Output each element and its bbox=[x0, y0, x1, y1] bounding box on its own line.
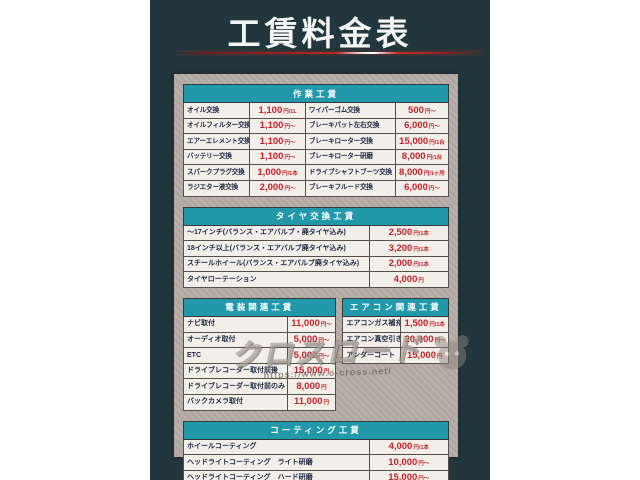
title-divider-line bbox=[177, 52, 483, 54]
tire-fee-table-title: タイヤ交換工賃 bbox=[183, 206, 449, 226]
service-name: ETC bbox=[183, 347, 288, 364]
coating-fee-table: コーティング工賃 ホイールコーティング 4,000円/1本 ヘッドライトコーティング… bbox=[183, 420, 449, 480]
price-row: エアコン真空引き 20,000円～ bbox=[342, 331, 449, 349]
service-name: エアコンガス補充 bbox=[342, 315, 402, 333]
service-price: 1,100円/1L bbox=[249, 102, 306, 119]
price-row: ETC 5,000円～ bbox=[183, 347, 337, 364]
service-name: ドライブシャフトブーツ交換 bbox=[304, 164, 396, 181]
service-price: 1,100円～ bbox=[249, 117, 306, 135]
price-row: ドライブレコーダー取付前後 15,000円 bbox=[183, 362, 337, 380]
service-name: 18インチ以上(バランス・エアバルブ廃タイヤ込み) bbox=[183, 240, 370, 257]
service-name: ドライブレコーダー取付前のみ bbox=[183, 378, 288, 395]
price-card: 作業工賃 オイル交換 1,100円/1L ワイパーゴム交換 500円～ オイルフィルター… bbox=[174, 74, 458, 480]
service-name: オイルフィルター交換 bbox=[182, 117, 251, 135]
price-row: 18インチ以上(バランス・エアバルブ廃タイヤ込み) 3,200円/1本 bbox=[183, 240, 449, 257]
service-price: 2,500円/1本 bbox=[368, 224, 449, 242]
service-price: 1,100円～ bbox=[249, 148, 306, 166]
work-fee-table: 作業工賃 オイル交換 1,100円/1L ワイパーゴム交換 500円～ オイルフィルター… bbox=[182, 84, 450, 197]
service-name: タイヤローテーション bbox=[183, 271, 370, 288]
service-price: 8,000円/1ヶ所 bbox=[394, 164, 450, 181]
service-price: 4,000円 bbox=[368, 271, 449, 288]
service-price: 15,000円/1台 bbox=[394, 133, 450, 150]
price-row: タイヤローテーション 4,000円 bbox=[183, 271, 449, 288]
price-row: ナビ取付 11,000円～ bbox=[183, 315, 337, 333]
side-by-side-tables: 電装関連工賃 ナビ取付 11,000円～ オーディオ取付 5,000円～ ETC 5,00… bbox=[182, 297, 449, 421]
service-name: バックカメラ取付 bbox=[183, 393, 288, 411]
service-price: 4,000円/1本 bbox=[368, 438, 449, 456]
service-price: 1,500円/1本 bbox=[400, 315, 449, 333]
service-price: 11,000円～ bbox=[286, 315, 337, 333]
service-name: バッテリー交換 bbox=[182, 148, 251, 166]
price-row: ヘッドライトコーティング ハード研磨 15,000円～ bbox=[183, 469, 449, 480]
price-row: ドライブレコーダー取付前のみ 8,000円 bbox=[183, 378, 337, 395]
service-name: オイル交換 bbox=[182, 102, 251, 119]
service-price: 2,000円/1本 bbox=[368, 255, 449, 273]
service-price: 15,000円～ bbox=[368, 469, 449, 480]
service-name: ブレーキパット左右交換 bbox=[304, 117, 396, 135]
coating-fee-table-title: コーティング工賃 bbox=[183, 420, 449, 440]
service-price: 15,000円 bbox=[286, 362, 337, 380]
work-fee-table-title: 作業工賃 bbox=[183, 84, 449, 103]
service-price: 11,000円 bbox=[286, 393, 337, 411]
price-row: エアコンガス補充 1,500円/1本 bbox=[342, 315, 449, 333]
price-row: ラジエター液交換 2,000円～ ブレーキフルード交換 6,000円～ bbox=[182, 179, 450, 197]
service-price: 15,000円 bbox=[400, 347, 449, 364]
service-name: ～17インチ(バランス・エアバルブ・廃タイヤ込み) bbox=[183, 224, 370, 242]
price-row: スチールホイール(バランス・エアバルブ廃タイヤ込み) 2,000円/1本 bbox=[183, 255, 449, 273]
service-price: 1,100円～ bbox=[249, 133, 306, 150]
service-price: 8,000円 bbox=[286, 378, 337, 395]
service-price: 5,000円～ bbox=[286, 331, 337, 349]
service-name: ブレーキローター交換 bbox=[304, 133, 396, 150]
price-row: バッテリー交換 1,100円～ ブレーキローター研磨 8,000円/1台 bbox=[182, 148, 450, 166]
aircon-fee-table-title: エアコン関連工賃 bbox=[342, 297, 449, 317]
service-name: エアコン真空引き bbox=[342, 331, 402, 349]
service-price: 20,000円～ bbox=[400, 331, 449, 349]
service-name: ドライブレコーダー取付前後 bbox=[183, 362, 288, 380]
price-row: オイルフィルター交換 1,100円～ ブレーキパット左右交換 6,000円～ bbox=[182, 117, 450, 135]
service-price: 8,000円/1台 bbox=[394, 148, 450, 166]
price-row: アンダーコート 15,000円 bbox=[342, 347, 449, 364]
service-price: 6,000円～ bbox=[394, 179, 450, 197]
service-name: オーディオ取付 bbox=[183, 331, 288, 349]
service-price: 10,000円～ bbox=[368, 454, 449, 471]
service-price: 1,000円/1本 bbox=[249, 164, 306, 181]
price-row: オーディオ取付 5,000円～ bbox=[183, 331, 337, 349]
service-name: ラジエター液交換 bbox=[182, 179, 251, 197]
service-name: ヘッドライトコーティング ライト研磨 bbox=[183, 454, 370, 471]
poster-title: 工賃料金表 bbox=[227, 15, 413, 52]
tire-fee-table: タイヤ交換工賃 ～17インチ(バランス・エアバルブ・廃タイヤ込み) 2,500円/… bbox=[183, 206, 449, 288]
service-name: ナビ取付 bbox=[183, 315, 288, 333]
service-name: ブレーキフルード交換 bbox=[304, 179, 396, 197]
service-price: 2,000円～ bbox=[249, 179, 306, 197]
price-poster: 工賃料金表 作業工賃 オイル交換 1,100円/1L ワイパーゴム交換 500円～ オイ… bbox=[150, 0, 490, 480]
price-row: スパークプラグ交換 1,000円/1本 ドライブシャフトブーツ交換 8,000円/1ヶ… bbox=[182, 164, 450, 181]
service-name: ブレーキローター研磨 bbox=[304, 148, 396, 166]
service-name: ワイパーゴム交換 bbox=[304, 102, 396, 119]
service-name: アンダーコート bbox=[342, 347, 402, 364]
price-row: エアーエレメント交換 1,100円～ ブレーキローター交換 15,000円/1台 bbox=[182, 133, 450, 150]
price-row: ～17インチ(バランス・エアバルブ・廃タイヤ込み) 2,500円/1本 bbox=[183, 224, 449, 242]
price-row: バックカメラ取付 11,000円 bbox=[183, 393, 337, 411]
price-row: オイル交換 1,100円/1L ワイパーゴム交換 500円～ bbox=[182, 102, 450, 119]
service-price: 6,000円～ bbox=[394, 117, 450, 135]
service-price: 500円～ bbox=[394, 102, 450, 119]
service-name: エアーエレメント交換 bbox=[182, 133, 251, 150]
service-name: スチールホイール(バランス・エアバルブ廃タイヤ込み) bbox=[183, 255, 370, 273]
aircon-fee-table: エアコン関連工賃 エアコンガス補充 1,500円/1本 エアコン真空引き 20,000… bbox=[342, 297, 449, 364]
electrical-fee-table-title: 電装関連工賃 bbox=[182, 297, 337, 317]
service-price: 5,000円～ bbox=[286, 347, 337, 364]
service-name: ヘッドライトコーティング ハード研磨 bbox=[183, 469, 370, 480]
service-name: スパークプラグ交換 bbox=[182, 164, 251, 181]
service-price: 3,200円/1本 bbox=[368, 240, 449, 257]
service-name: ホイールコーティング bbox=[183, 438, 370, 456]
price-row: ホイールコーティング 4,000円/1本 bbox=[183, 438, 449, 456]
price-row: ヘッドライトコーティング ライト研磨 10,000円～ bbox=[183, 454, 449, 471]
electrical-fee-table: 電装関連工賃 ナビ取付 11,000円～ オーディオ取付 5,000円～ ETC 5,00… bbox=[182, 297, 337, 411]
